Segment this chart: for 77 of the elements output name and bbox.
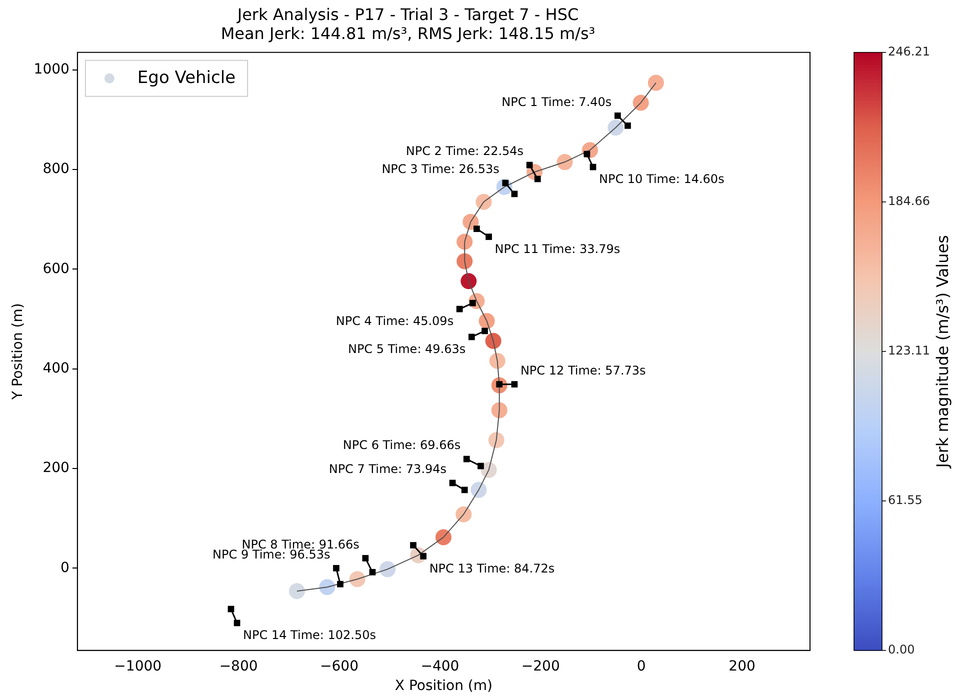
annotation: NPC 10 Time: 14.60s	[599, 172, 724, 186]
point	[511, 190, 518, 198]
y-tick-label: 1000	[34, 61, 70, 78]
point	[456, 506, 472, 522]
point	[456, 306, 463, 312]
point	[624, 122, 631, 129]
y-axis-title: Y Position (m)	[10, 303, 26, 401]
y-tick-label: 0	[60, 560, 70, 576]
annotation: NPC 7 Time: 73.94s	[328, 462, 447, 476]
point	[349, 571, 366, 588]
x-tick-label: −600	[320, 658, 358, 674]
x-tick-label: −400	[420, 658, 460, 674]
point	[485, 332, 502, 349]
point	[319, 579, 336, 596]
y-tick-label: 800	[42, 161, 70, 178]
point	[288, 583, 305, 600]
point	[435, 529, 452, 546]
point	[456, 234, 473, 250]
x-axis-title: X Position (m)	[394, 678, 492, 694]
annotation: NPC 3 Time: 26.53s	[382, 162, 500, 176]
point	[380, 561, 396, 578]
point	[460, 273, 477, 290]
x-tick-label: −1000	[114, 658, 162, 674]
point	[482, 328, 488, 334]
point	[534, 176, 541, 182]
y-tick-label: 600	[42, 260, 70, 277]
point	[469, 300, 476, 306]
annotation: NPC 4 Time: 45.09s	[336, 314, 454, 328]
annotation: NPC 1 Time: 7.40s	[502, 94, 612, 109]
point	[362, 555, 369, 562]
annotation: NPC 13 Time: 84.72s	[429, 561, 555, 576]
chart-title: Jerk Analysis - P17 - Trial 3 - Target 7 - HSC	[236, 4, 579, 24]
color-bar-title: Jerk magnitude (m/s³) Values	[933, 235, 952, 469]
point	[369, 568, 376, 576]
point	[491, 402, 508, 418]
point	[333, 564, 340, 572]
y-tick-label: 200	[42, 460, 70, 476]
annotation: NPC 6 Time: 69.66s	[342, 438, 461, 452]
point	[632, 94, 649, 111]
color-bar-label: 184.66	[888, 194, 930, 208]
point	[502, 180, 509, 186]
color-bar-label: 123.11	[888, 344, 930, 358]
point	[456, 253, 473, 270]
annotation: NPC 12 Time: 57.73s	[520, 363, 646, 378]
point	[337, 580, 344, 588]
chart-subtitle: Mean Jerk: 144.81 m/s³, RMS Jerk: 148.15 m/s³	[220, 24, 596, 43]
point	[608, 120, 624, 136]
x-tick-label: 0	[636, 658, 646, 674]
legend-label: Ego Vehicle	[137, 68, 236, 88]
point	[486, 234, 492, 240]
point	[468, 334, 475, 340]
point	[489, 352, 506, 369]
point	[474, 226, 480, 232]
annotation: NPC 2 Time: 22.54s	[406, 144, 524, 158]
x-tick-label: 200	[728, 658, 756, 674]
point	[410, 542, 416, 548]
color-bar-label: 246.21	[888, 44, 930, 59]
x-tick-label: −800	[219, 658, 258, 674]
y-tick-label: 400	[42, 360, 70, 376]
annotation: NPC 11 Time: 33.79s	[494, 242, 620, 256]
point	[463, 456, 470, 462]
point	[556, 154, 573, 170]
point	[470, 482, 487, 498]
annotation: NPC 14 Time: 102.50s	[243, 628, 376, 642]
point	[614, 112, 621, 119]
point	[461, 486, 468, 494]
color-bar-label: 0.00	[888, 642, 915, 657]
point	[511, 381, 518, 388]
color-bar-label: 61.55	[888, 493, 922, 508]
point	[478, 313, 495, 329]
point	[488, 432, 504, 448]
x-tick-label: −200	[521, 658, 560, 674]
point	[648, 74, 664, 91]
annotation: NPC 5 Time: 49.63s	[348, 342, 466, 356]
point	[420, 553, 427, 560]
point	[478, 462, 484, 470]
point	[476, 194, 492, 210]
